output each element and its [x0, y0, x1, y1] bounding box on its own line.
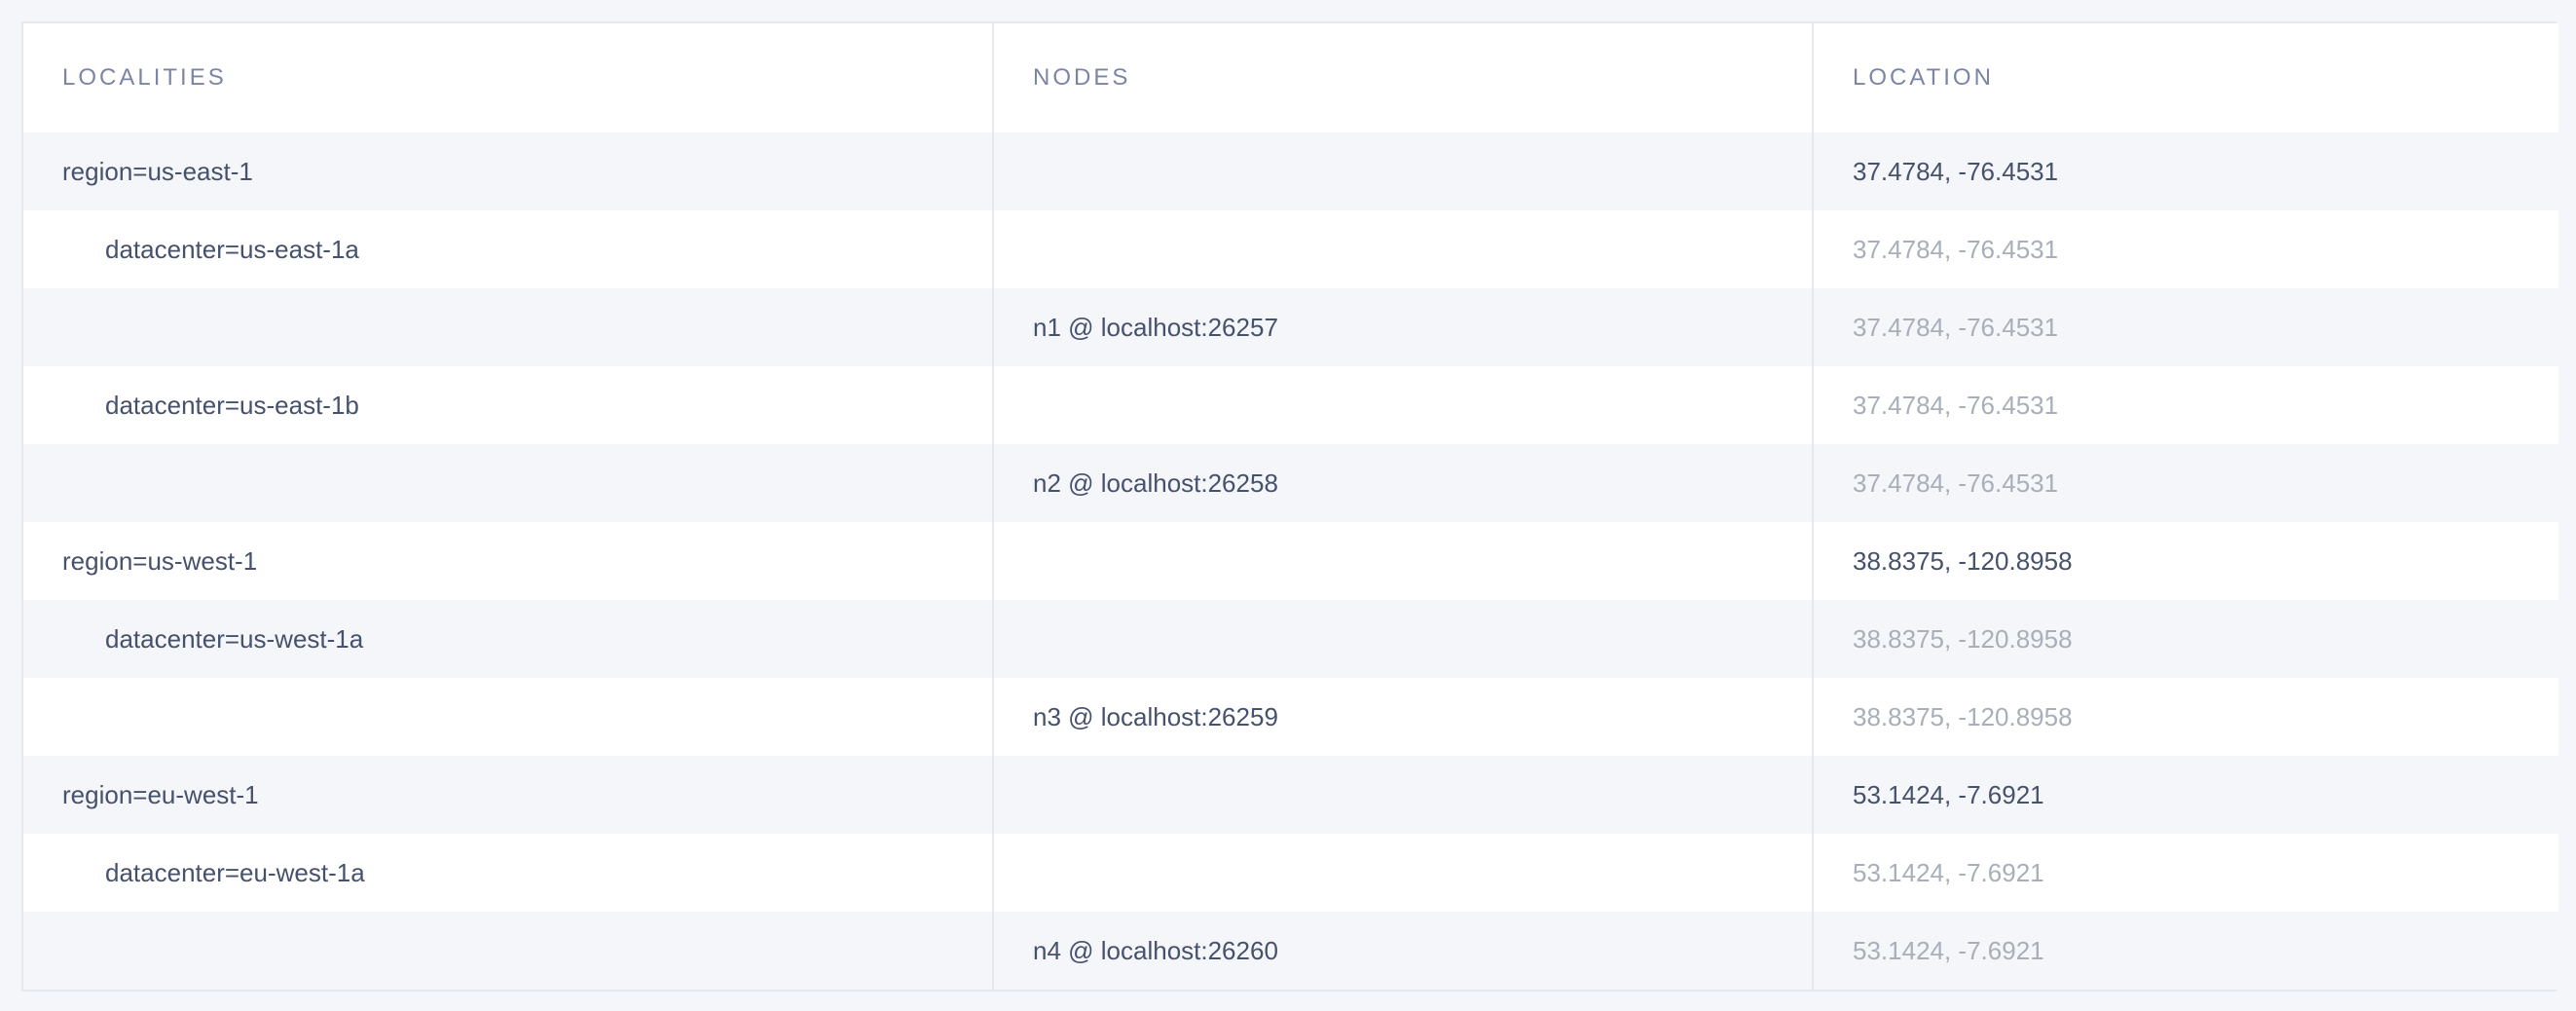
location-cell: 37.4784, -76.4531: [1812, 366, 2558, 444]
locality-cell: datacenter=eu-west-1a: [23, 834, 993, 912]
node-cell: [992, 522, 1813, 600]
node-cell: n3 @ localhost:26259: [992, 678, 1813, 756]
table-row: region=eu-west-1 53.1424, -7.6921: [23, 756, 2558, 834]
location-cell: 38.8375, -120.8958: [1812, 678, 2558, 756]
node-cell: [992, 834, 1813, 912]
table-row: n4 @ localhost:26260 53.1424, -7.6921: [23, 912, 2558, 990]
location-cell: 38.8375, -120.8958: [1812, 522, 2558, 600]
table-row: datacenter=us-east-1a 37.4784, -76.4531: [23, 210, 2558, 288]
locality-cell: datacenter=us-west-1a: [23, 600, 993, 678]
location-cell: 53.1424, -7.6921: [1812, 912, 2558, 990]
table-row: datacenter=us-west-1a 38.8375, -120.8958: [23, 600, 2558, 678]
location-cell: 37.4784, -76.4531: [1812, 444, 2558, 522]
location-cell: 37.4784, -76.4531: [1812, 288, 2558, 366]
locality-cell: datacenter=us-east-1b: [23, 366, 993, 444]
locality-cell: region=us-west-1: [23, 522, 993, 600]
table-row: n1 @ localhost:26257 37.4784, -76.4531: [23, 288, 2558, 366]
locality-cell: datacenter=us-east-1a: [23, 210, 993, 288]
column-header-localities: LOCALITIES: [23, 23, 993, 132]
locality-cell: [23, 444, 993, 522]
table-row: region=us-east-1 37.4784, -76.4531: [23, 132, 2558, 210]
localities-table-card: LOCALITIES NODES LOCATION region=us-east…: [21, 21, 2558, 992]
node-cell: n1 @ localhost:26257: [992, 288, 1813, 366]
column-header-location: LOCATION: [1812, 23, 2558, 132]
node-cell: [992, 756, 1813, 834]
locality-cell: [23, 912, 993, 990]
table-row: datacenter=us-east-1b 37.4784, -76.4531: [23, 366, 2558, 444]
location-cell: 53.1424, -7.6921: [1812, 834, 2558, 912]
node-cell: [992, 600, 1813, 678]
locality-cell: [23, 678, 993, 756]
table-row: n2 @ localhost:26258 37.4784, -76.4531: [23, 444, 2558, 522]
location-cell: 37.4784, -76.4531: [1812, 210, 2558, 288]
locality-cell: [23, 288, 993, 366]
location-cell: 37.4784, -76.4531: [1812, 132, 2558, 210]
node-cell: n4 @ localhost:26260: [992, 912, 1813, 990]
localities-table: LOCALITIES NODES LOCATION region=us-east…: [23, 23, 2558, 990]
location-cell: 53.1424, -7.6921: [1812, 756, 2558, 834]
table-row: n3 @ localhost:26259 38.8375, -120.8958: [23, 678, 2558, 756]
table-row: datacenter=eu-west-1a 53.1424, -7.6921: [23, 834, 2558, 912]
node-cell: [992, 366, 1813, 444]
locality-cell: region=us-east-1: [23, 132, 993, 210]
column-header-nodes: NODES: [992, 23, 1813, 132]
location-cell: 38.8375, -120.8958: [1812, 600, 2558, 678]
locality-cell: region=eu-west-1: [23, 756, 993, 834]
locality-table-body: region=us-east-1 37.4784, -76.4531 datacen…: [23, 132, 2558, 990]
node-cell: [992, 210, 1813, 288]
table-header: LOCALITIES NODES LOCATION: [23, 23, 2558, 132]
table-row: region=us-west-1 38.8375, -120.8958: [23, 522, 2558, 600]
table-header-row: LOCALITIES NODES LOCATION: [23, 23, 2558, 132]
node-cell: [992, 132, 1813, 210]
node-cell: n2 @ localhost:26258: [992, 444, 1813, 522]
